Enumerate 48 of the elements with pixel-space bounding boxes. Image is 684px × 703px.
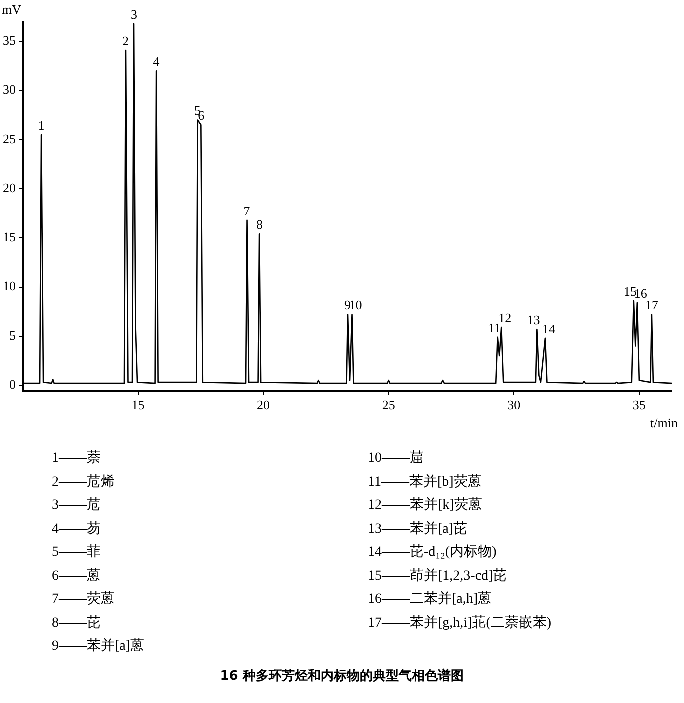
y-tick-label: 15: [3, 230, 16, 245]
annotation: 15: [624, 284, 637, 299]
y-tick-label: 10: [3, 278, 16, 294]
text: 7——荧蒽: [52, 590, 116, 609]
text: 9——苯并[a]蒽: [52, 637, 146, 656]
text: 2——苊烯: [52, 474, 116, 492]
y-tick-label: 0: [10, 376, 16, 392]
text: 1——萘: [52, 450, 102, 468]
text: 11——苯并[b]荧蒽: [368, 473, 483, 492]
annotation: 9: [344, 298, 351, 313]
text: 4——芴: [52, 520, 102, 538]
x-tick-label: 20: [257, 398, 270, 413]
annotation: 11: [488, 320, 501, 336]
text: 14——芘-d₁₂(内标物): [368, 544, 498, 562]
y-tick-label: 25: [3, 131, 16, 146]
x-tick-label: 25: [382, 398, 396, 413]
x-tick-label: 15: [132, 398, 145, 413]
text: 15——茚并[1,2,3-cd]芘: [368, 567, 508, 586]
annotation: 3: [131, 6, 138, 22]
y-tick-label: 20: [3, 180, 16, 196]
text: 16——二苯并[a,h]蒽: [368, 590, 494, 609]
annotation: 2: [122, 33, 129, 48]
x-axis-title: t/min: [650, 415, 678, 430]
annotation: 12: [498, 310, 512, 326]
y-tick-label: 5: [10, 328, 16, 343]
annotation: 10: [349, 298, 362, 313]
text: 3——苊: [52, 496, 102, 515]
text: 5——菲: [52, 544, 102, 562]
text: 8——芘: [52, 614, 102, 632]
text: 6——蒽: [52, 567, 102, 586]
annotation: 14: [542, 321, 556, 336]
text: 16 种多环芳烃和内标物的典型气相色谱图: [219, 668, 465, 684]
annotation: 7: [244, 203, 251, 218]
text: 10——䓛: [368, 450, 425, 468]
y-tick-label: 35: [3, 33, 16, 48]
annotation: 17: [645, 298, 659, 313]
annotation: 8: [256, 217, 264, 232]
annotation: 13: [527, 312, 540, 328]
x-tick-label: 35: [632, 398, 646, 413]
text: 13——苯并[a]芘: [368, 520, 469, 538]
y-axis-title: mV: [2, 2, 22, 17]
annotation: 4: [153, 54, 160, 70]
annotation: 1: [38, 118, 45, 133]
text: 12——苯并[k]荧蒽: [368, 496, 484, 515]
text: 17——苯并[g,h,i]苝(二萘嵌苯): [368, 614, 553, 632]
x-tick-label: 30: [508, 398, 521, 413]
annotation: 6: [198, 108, 206, 124]
y-tick-label: 30: [3, 82, 16, 98]
